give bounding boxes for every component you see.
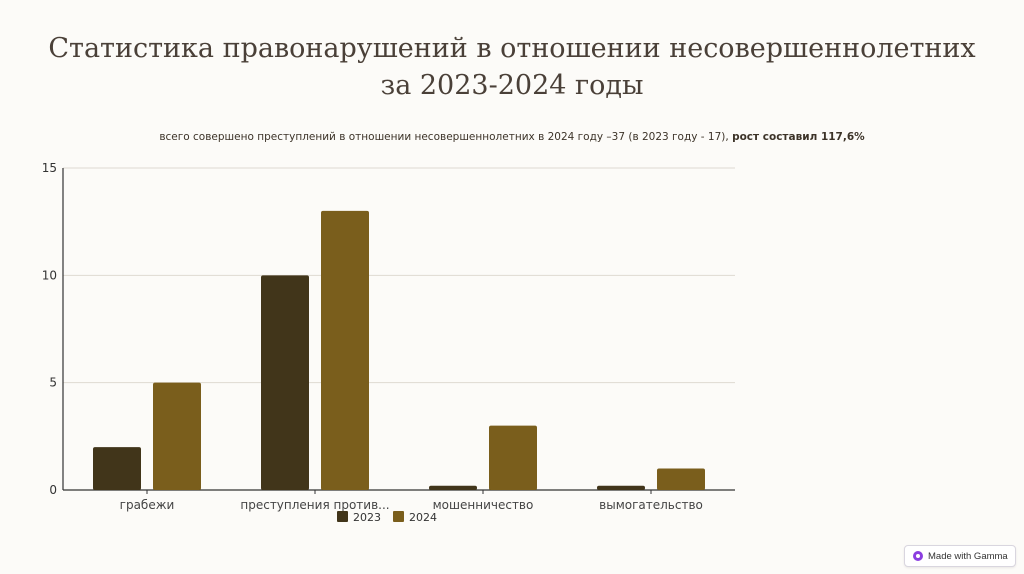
badge-label: Made with Gamma: [928, 550, 1008, 562]
subtitle-text: всего совершено преступлений в отношении…: [159, 131, 733, 143]
bar-2024: [153, 382, 201, 490]
legend-label: 2024: [409, 511, 437, 524]
y-tick-label: 5: [49, 376, 57, 390]
y-tick-label: 15: [42, 161, 57, 175]
y-tick-label: 10: [42, 268, 57, 282]
bar-2023: [429, 485, 477, 490]
bar-2024: [489, 425, 537, 490]
bar-2023: [597, 485, 645, 490]
legend-swatch-2024: [393, 511, 404, 522]
x-tick-label: вымогательство: [599, 498, 703, 512]
chart-subtitle: всего совершено преступлений в отношении…: [0, 131, 1024, 143]
page-title: Статистика правонарушений в отношении не…: [48, 33, 976, 101]
x-tick-label: мошенничество: [433, 498, 534, 512]
x-tick-label: преступления против...: [240, 498, 389, 512]
subtitle-highlight: рост составил 117,6%: [732, 131, 865, 143]
x-tick-label: грабежи: [120, 498, 175, 512]
y-tick-label: 0: [49, 483, 57, 497]
made-with-gamma-badge[interactable]: Made with Gamma: [904, 545, 1016, 567]
bar-2023: [261, 275, 309, 490]
legend-label: 2023: [353, 511, 381, 524]
bar-2024: [657, 468, 705, 490]
bar-2024: [321, 210, 369, 490]
gamma-logo-icon: [913, 551, 923, 561]
bar-2023: [93, 447, 141, 490]
legend-swatch-2023: [337, 511, 348, 522]
